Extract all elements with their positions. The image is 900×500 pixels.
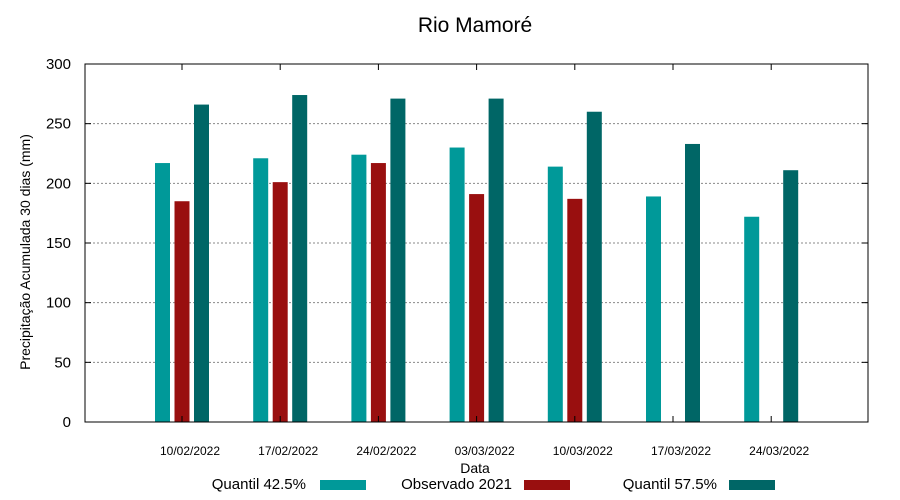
bar <box>351 154 367 422</box>
legend-swatch <box>729 480 775 490</box>
bar <box>744 216 760 422</box>
x-ticks: 10/02/2022 17/02/2022 24/02/2022 03/03/2022… <box>160 64 810 458</box>
x-axis-label: Data <box>460 460 490 476</box>
x-tick-label: 24/03/2022 <box>749 444 809 458</box>
bar <box>449 147 465 423</box>
bar <box>390 98 406 423</box>
bar <box>194 104 209 422</box>
grid <box>85 123 868 363</box>
legend-label: Quantil 42.5% <box>212 476 306 493</box>
y-tick-label: 100 <box>46 295 71 312</box>
bar <box>646 196 661 422</box>
x-tick-label: 10/03/2022 <box>553 444 613 458</box>
bar <box>174 201 190 422</box>
bar <box>253 158 269 423</box>
bar <box>370 163 386 422</box>
y-axis-label: Precipitação Acumulada 30 dias (mm) <box>17 134 33 370</box>
legend: Quantil 42.5% Observado 2021 Quantil 57.5% <box>212 476 775 493</box>
y-tick-label: 150 <box>46 235 71 252</box>
legend-label: Observado 2021 <box>401 476 512 493</box>
x-tick-label: 10/02/2022 <box>160 444 220 458</box>
bar <box>272 182 288 422</box>
y-tick-label: 200 <box>46 175 71 192</box>
bar <box>155 163 170 422</box>
chart-title: Rio Mamoré <box>418 14 532 37</box>
bar <box>586 111 602 422</box>
y-tick-label: 250 <box>46 116 71 133</box>
legend-label: Quantil 57.5% <box>623 476 717 493</box>
y-tick-label: 50 <box>54 354 71 371</box>
x-tick-label: 03/03/2022 <box>455 444 515 458</box>
bar <box>783 170 799 422</box>
x-tick-label: 17/03/2022 <box>651 444 711 458</box>
bars <box>155 95 799 423</box>
bar <box>488 98 504 423</box>
legend-swatch <box>320 480 366 490</box>
y-tick-label: 300 <box>46 56 71 73</box>
x-tick-label: 24/02/2022 <box>356 444 416 458</box>
bar <box>547 166 563 422</box>
y-tick-label: 0 <box>63 414 71 431</box>
legend-swatch <box>524 480 570 490</box>
bar <box>685 143 700 422</box>
bar <box>567 198 583 422</box>
x-tick-label: 17/02/2022 <box>258 444 318 458</box>
bar <box>292 95 308 422</box>
y-ticks: 0 50 100 150 200 250 300 <box>46 56 868 431</box>
bar <box>469 194 485 422</box>
